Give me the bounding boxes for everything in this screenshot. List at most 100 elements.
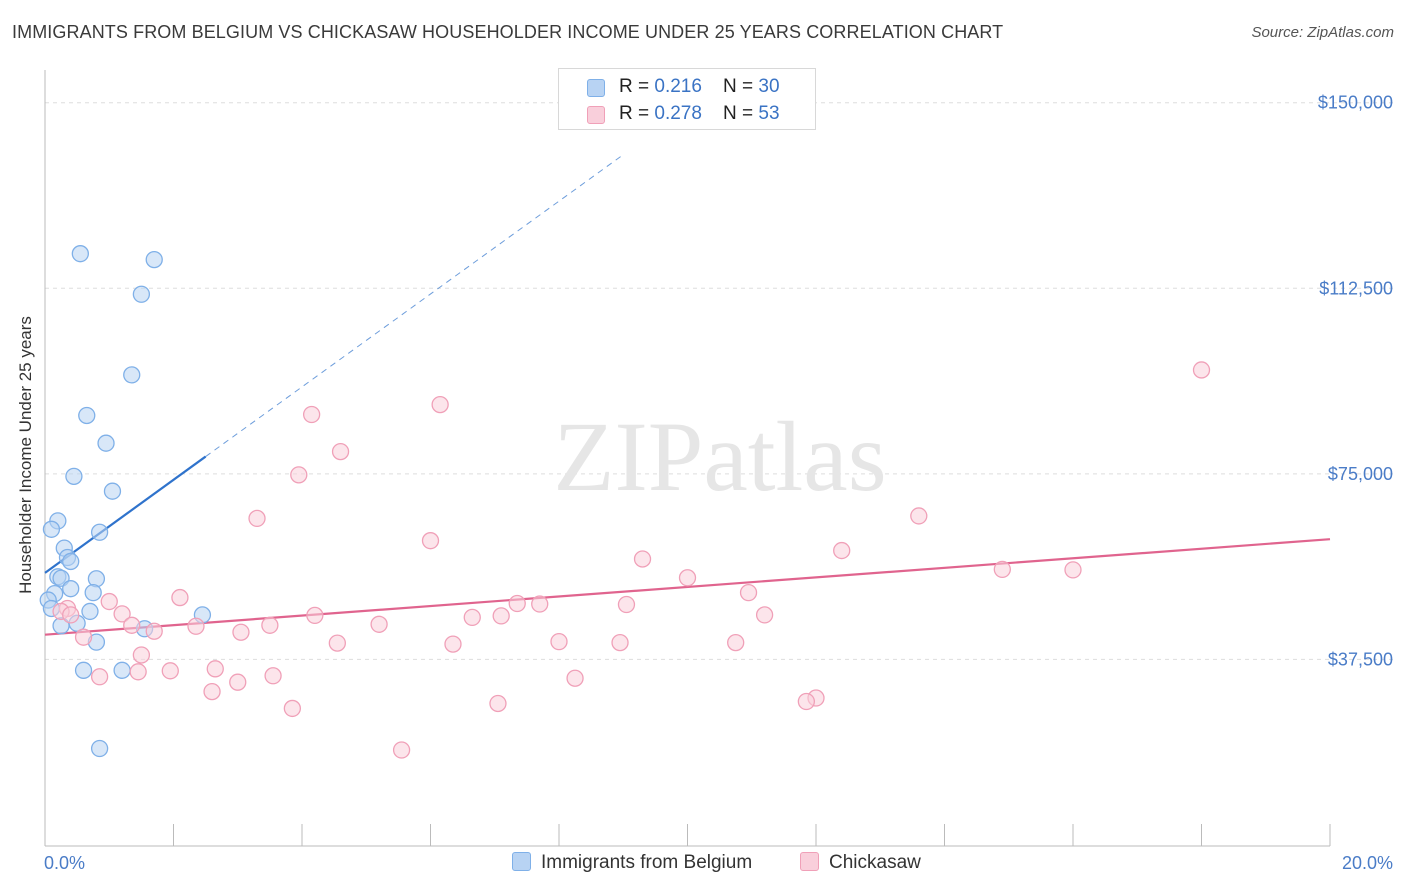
legend-r-value: 0.216 xyxy=(654,76,702,97)
point-chickasaw xyxy=(232,623,250,641)
point-chickasaw xyxy=(290,466,308,484)
point-belgium xyxy=(97,434,115,452)
trend-line-chickasaw xyxy=(44,538,1331,636)
point-belgium xyxy=(42,520,61,538)
legend: R = 0.216 N = 30 R = 0.278 N = 53 xyxy=(558,68,816,130)
point-chickasaw xyxy=(531,595,549,613)
point-chickasaw xyxy=(566,669,584,687)
point-chickasaw xyxy=(261,616,279,634)
point-chickasaw xyxy=(463,608,481,627)
point-chickasaw xyxy=(739,583,758,602)
point-belgium xyxy=(71,245,89,263)
point-chickasaw xyxy=(492,607,510,625)
x-tick-label-max: 20.0% xyxy=(1342,853,1393,873)
legend-r-label: R = xyxy=(619,103,655,124)
point-chickasaw xyxy=(331,442,350,461)
point-chickasaw xyxy=(161,662,179,680)
point-chickasaw xyxy=(508,594,526,613)
legend-n-label: N = xyxy=(723,76,759,97)
gridlines xyxy=(45,102,1395,660)
legend-r-label: R = xyxy=(619,76,655,97)
point-chickasaw xyxy=(611,633,629,652)
point-chickasaw xyxy=(910,507,928,525)
trend-line-belgium-extrapolated xyxy=(205,154,624,457)
data-points xyxy=(39,245,1211,759)
chart-source: Source: ZipAtlas.com xyxy=(1251,24,1394,41)
point-belgium xyxy=(78,406,96,425)
point-chickasaw xyxy=(1192,361,1211,379)
point-chickasaw xyxy=(248,509,266,528)
point-chickasaw xyxy=(1064,561,1082,579)
legend-swatch-belgium xyxy=(587,79,605,97)
point-belgium xyxy=(81,602,99,621)
point-chickasaw xyxy=(187,617,205,635)
point-chickasaw xyxy=(129,663,147,681)
point-belgium xyxy=(145,250,163,269)
point-chickasaw xyxy=(264,667,282,685)
point-belgium xyxy=(84,583,102,602)
point-chickasaw xyxy=(489,694,507,713)
trend-lines xyxy=(44,154,1331,636)
point-chickasaw xyxy=(203,682,221,701)
point-chickasaw xyxy=(306,606,324,625)
point-chickasaw xyxy=(421,532,440,550)
legend-n-label: N = xyxy=(723,103,759,124)
point-belgium xyxy=(90,523,109,541)
point-chickasaw xyxy=(392,741,411,759)
bottom-legend-swatch-chickasaw xyxy=(800,852,819,871)
point-chickasaw xyxy=(328,634,346,652)
point-belgium xyxy=(103,482,122,500)
point-chickasaw xyxy=(727,633,745,652)
point-belgium xyxy=(74,661,93,679)
point-chickasaw xyxy=(74,628,93,646)
point-chickasaw xyxy=(62,606,80,624)
point-chickasaw xyxy=(633,550,652,568)
bottom-legend-belgium: Immigrants from Belgium xyxy=(512,852,752,876)
legend-r-value: 0.278 xyxy=(654,103,702,124)
point-chickasaw xyxy=(283,699,302,718)
y-tick-label: $75,000 xyxy=(1328,464,1393,484)
point-belgium xyxy=(62,580,80,598)
point-chickasaw xyxy=(617,595,636,614)
point-belgium xyxy=(113,661,131,679)
point-chickasaw xyxy=(833,541,851,560)
point-chickasaw xyxy=(132,646,151,664)
point-chickasaw xyxy=(145,622,163,640)
y-tick-labels: $37,500 $75,000 $112,500 $150,000 xyxy=(1318,93,1393,670)
point-chickasaw xyxy=(206,660,224,678)
point-belgium xyxy=(62,552,80,571)
point-chickasaw xyxy=(113,605,131,623)
point-belgium xyxy=(65,467,83,485)
chart-title: IMMIGRANTS FROM BELGIUM VS CHICKASAW HOU… xyxy=(12,22,1004,42)
point-chickasaw xyxy=(171,588,189,607)
bottom-legend-swatch-belgium xyxy=(512,852,531,871)
point-belgium xyxy=(90,739,109,758)
y-tick-label: $37,500 xyxy=(1328,649,1393,669)
point-belgium xyxy=(123,366,141,384)
point-chickasaw xyxy=(123,616,141,634)
point-chickasaw xyxy=(302,405,321,424)
point-chickasaw xyxy=(797,692,816,711)
point-chickasaw xyxy=(229,673,247,691)
bottom-legend-chickasaw: Chickasaw xyxy=(800,852,921,876)
bottom-legend-label-chickasaw: Chickasaw xyxy=(829,852,921,873)
axes xyxy=(44,70,1331,847)
point-belgium xyxy=(132,285,151,303)
legend-n-value: 53 xyxy=(758,103,780,124)
point-chickasaw xyxy=(993,560,1011,579)
x-tick-label-min: 0.0% xyxy=(44,853,85,873)
bottom-legend-label-belgium: Immigrants from Belgium xyxy=(541,852,753,873)
point-chickasaw xyxy=(90,668,109,686)
point-chickasaw xyxy=(370,615,388,633)
y-tick-label: $150,000 xyxy=(1318,93,1393,113)
y-tick-label: $112,500 xyxy=(1319,278,1393,298)
point-chickasaw xyxy=(550,632,568,651)
legend-n-value: 30 xyxy=(758,76,780,97)
point-chickasaw xyxy=(431,395,449,414)
point-chickasaw xyxy=(755,606,774,624)
legend-swatch-chickasaw xyxy=(587,106,605,124)
point-chickasaw xyxy=(100,592,118,611)
point-chickasaw xyxy=(678,569,697,587)
watermark: ZIPatlas xyxy=(553,401,886,512)
